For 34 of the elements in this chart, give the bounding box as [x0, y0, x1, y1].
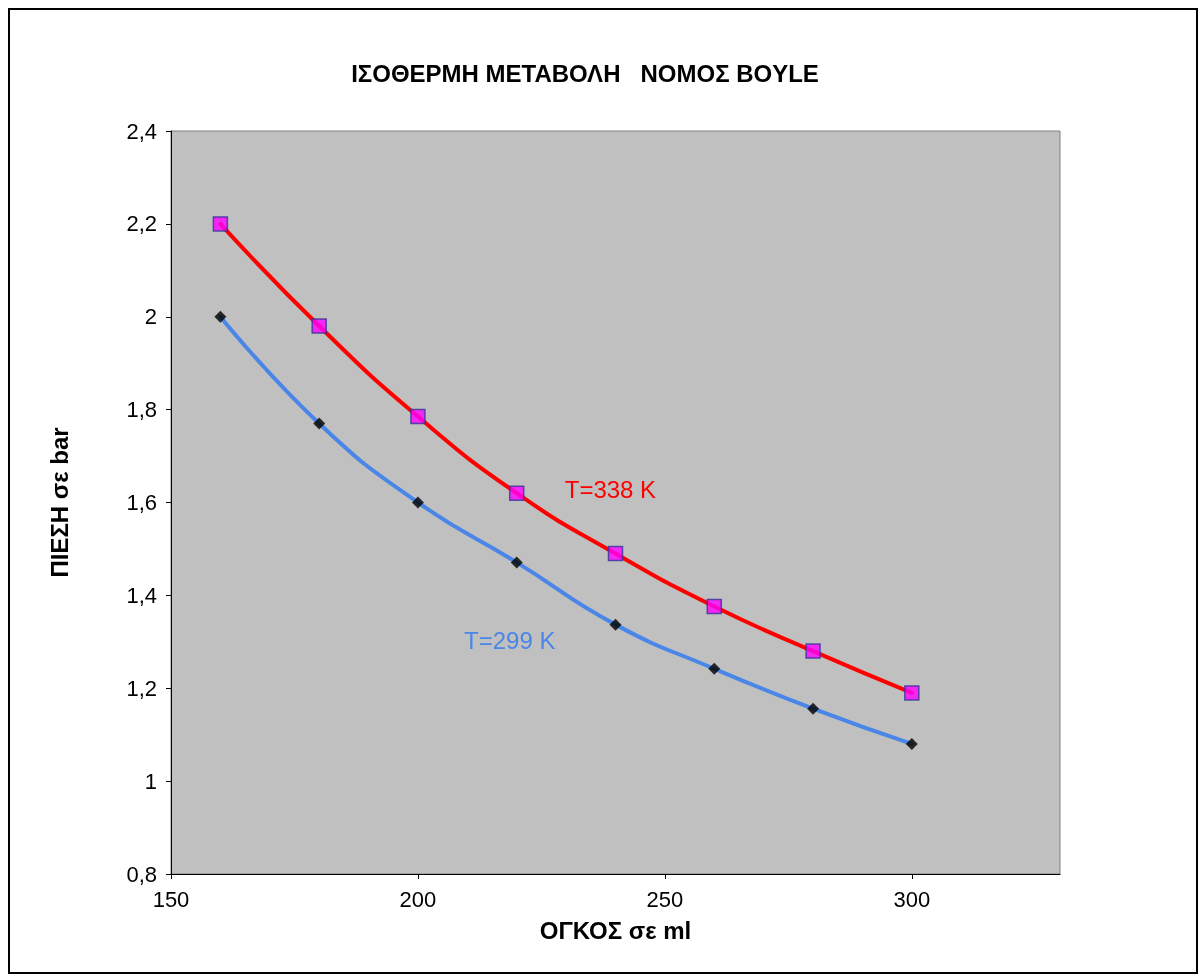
y-axis-title: ΠΙΕΣΗ σε bar	[45, 427, 73, 578]
point	[411, 496, 424, 509]
series-label: T=299 K	[464, 627, 556, 655]
point	[410, 408, 426, 425]
y-tick-label: 1	[144, 768, 157, 794]
point	[905, 737, 918, 750]
y-tick-label: 2,2	[126, 211, 157, 237]
point	[805, 643, 821, 659]
y-tick-label: 1,4	[126, 582, 157, 608]
point	[807, 702, 820, 715]
x-tick-label: 250	[646, 886, 684, 912]
point	[706, 598, 723, 615]
x-axis-title: ΟΓΚΟΣ σε ml	[539, 916, 692, 944]
point	[313, 417, 326, 430]
chart-title: ΙΣΟΘΕΡΜΗ ΜΕΤΑΒΟΛΗ ΝΟΜΟΣ BOYLE	[351, 59, 819, 87]
y-tick-label: 2,4	[126, 118, 157, 144]
x-tick-label: 300	[893, 886, 931, 912]
y-tick-label: 0,8	[126, 861, 157, 887]
point	[212, 216, 229, 232]
y-tick-label: 1,8	[126, 397, 157, 423]
point	[510, 556, 523, 569]
point	[904, 685, 920, 701]
point	[708, 662, 721, 675]
point	[311, 318, 327, 334]
point	[508, 485, 525, 501]
point	[214, 310, 227, 323]
point	[609, 618, 622, 631]
y-tick-label: 1,2	[126, 675, 157, 701]
series-label: T=338 K	[564, 475, 657, 503]
y-tick-label: 2	[144, 304, 157, 330]
x-tick-label: 150	[152, 886, 190, 912]
x-tick-label: 200	[399, 886, 437, 912]
point	[607, 545, 624, 562]
y-tick-label: 1,6	[126, 490, 157, 515]
